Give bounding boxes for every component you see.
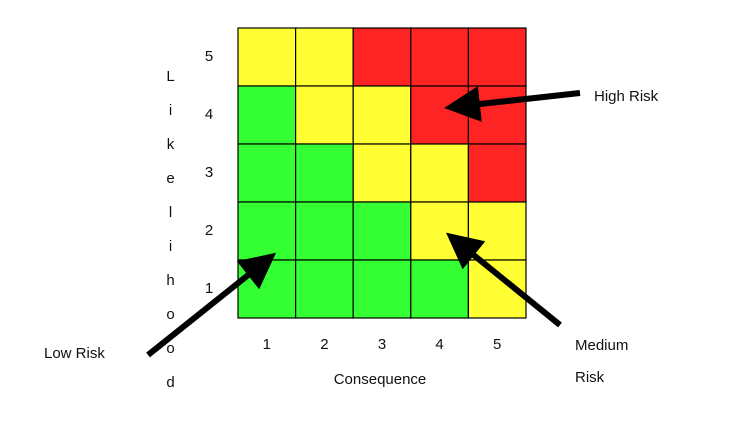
column-label: 5 — [493, 336, 501, 353]
risk-cell — [467, 85, 527, 145]
risk-cell — [237, 27, 297, 87]
row-label: 2 — [205, 222, 213, 239]
column-label: 1 — [263, 336, 271, 353]
row-label: 5 — [205, 48, 213, 65]
row-label: 4 — [205, 106, 213, 123]
arrow-medium — [446, 232, 562, 328]
risk-cell — [467, 143, 527, 203]
risk-cell — [295, 27, 354, 87]
medium-risk-label: Risk — [575, 369, 605, 386]
risk-cell — [352, 201, 412, 261]
risk-cell — [410, 201, 469, 261]
row-label: 3 — [205, 164, 213, 181]
risk-cell — [467, 201, 527, 261]
risk-cell — [295, 85, 354, 145]
medium-risk-label: Medium — [575, 337, 628, 354]
low-risk-label: Low Risk — [44, 345, 105, 362]
risk-cell — [295, 201, 354, 261]
column-label: 2 — [320, 336, 328, 353]
row-label: 1 — [205, 280, 213, 297]
cell-grid — [237, 27, 527, 319]
column-label: 4 — [435, 336, 443, 353]
risk-cell — [352, 27, 412, 87]
risk-cell — [352, 259, 412, 319]
column-label: 3 — [378, 336, 386, 353]
risk-cell — [410, 27, 469, 87]
risk-cell — [237, 143, 297, 203]
risk-cell — [295, 143, 354, 203]
risk-cell — [237, 201, 297, 261]
risk-cell — [352, 143, 412, 203]
risk-cell — [410, 85, 469, 145]
risk-cell — [237, 85, 297, 145]
risk-cell — [352, 85, 412, 145]
high-risk-label: High Risk — [594, 88, 659, 105]
risk-cell — [467, 27, 527, 87]
risk-cell — [237, 259, 297, 319]
risk-cell — [410, 259, 469, 319]
risk-cell — [410, 143, 469, 203]
y-axis-title: Likelihood — [162, 68, 179, 408]
arrow-low — [146, 252, 277, 358]
risk-cell — [295, 259, 354, 319]
x-axis-title: Consequence — [334, 371, 427, 388]
arrow-high — [444, 86, 581, 122]
